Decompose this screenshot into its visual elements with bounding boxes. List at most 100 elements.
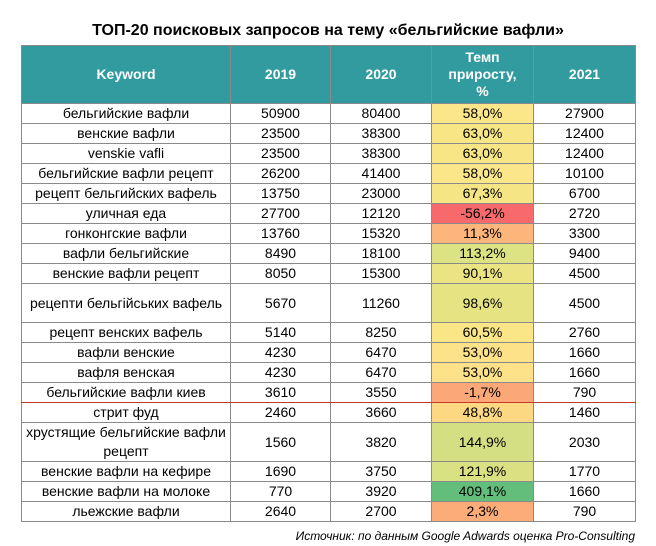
value-2019-cell: 13750: [230, 183, 331, 204]
table-row: хрустящие бельгийские вафли рецепт 1560 38…: [21, 422, 636, 462]
value-2019-cell: 4230: [230, 362, 331, 383]
value-2021-cell: 12400: [533, 143, 636, 164]
keyword-cell: рецепт бельгийских вафель: [21, 183, 231, 204]
value-2021-cell: 1460: [533, 402, 636, 423]
table-row: венские вафли на молоке 770 3920 409,1% 1660: [21, 481, 636, 502]
value-2021-cell: 10100: [533, 163, 636, 184]
value-2019-cell: 3610: [230, 382, 331, 403]
growth-rate-cell: 53,0%: [431, 362, 534, 383]
keyword-cell: венские вафли на кефире: [21, 461, 231, 482]
table-row: вафли бельгийские 8490 18100 113,2% 9400: [21, 243, 636, 264]
value-2019-cell: 1560: [230, 422, 331, 462]
table-row: рецепти бельгійських вафель 5670 11260 98,6…: [21, 283, 636, 323]
table-row: уличная еда 27700 12120 -56,2% 2720: [21, 203, 636, 224]
value-2020-cell: 3660: [330, 402, 432, 423]
keyword-cell: венские вафли на молоке: [21, 481, 231, 502]
table-title: ТОП-20 поисковых запросов на тему «бельг…: [92, 22, 564, 39]
table-row: бельгийские вафли рецепт 26200 41400 58,0% 1…: [21, 163, 636, 184]
value-2021-cell: 3300: [533, 223, 636, 244]
value-2021-cell: 1660: [533, 481, 636, 502]
table-row: бельгийские вафли 50900 80400 58,0% 27900: [21, 103, 636, 124]
value-2021-cell: 2720: [533, 203, 636, 224]
value-2019-cell: 8490: [230, 243, 331, 264]
value-2019-cell: 8050: [230, 263, 331, 284]
growth-rate-cell: 63,0%: [431, 143, 534, 164]
keyword-cell: рецепт венских вафель: [21, 322, 231, 343]
table-row: венские вафли на кефире 1690 3750 121,9% 177…: [21, 461, 636, 482]
table-row: стрит фуд 2460 3660 48,8% 1460: [21, 402, 636, 423]
growth-rate-header-text: Темп приросту, %: [448, 49, 517, 99]
growth-rate-cell: 48,8%: [431, 402, 534, 423]
growth-rate-cell: 90,1%: [431, 263, 534, 284]
value-2020-cell: 23000: [330, 183, 432, 204]
value-2021-cell: 9400: [533, 243, 636, 264]
value-2020-cell: 18100: [330, 243, 432, 264]
value-2021-cell: 1770: [533, 461, 636, 482]
growth-rate-cell: 67,3%: [431, 183, 534, 204]
growth-rate-cell: 113,2%: [431, 243, 534, 264]
growth-rate-cell: 53,0%: [431, 342, 534, 363]
value-2021-cell: 2760: [533, 322, 636, 343]
column-header-keyword: Keyword: [21, 45, 231, 104]
value-2019-cell: 50900: [230, 103, 331, 124]
keyword-cell: гонконгские вафли: [21, 223, 231, 244]
growth-rate-cell: 98,6%: [431, 283, 534, 323]
column-header-2020: 2020: [330, 45, 432, 104]
keyword-cell: венские вафли рецепт: [21, 263, 231, 284]
keyword-cell: стрит фуд: [21, 402, 231, 423]
growth-rate-cell: 58,0%: [431, 103, 534, 124]
value-2020-cell: 15320: [330, 223, 432, 244]
value-2020-cell: 41400: [330, 163, 432, 184]
keyword-cell: вафля венская: [21, 362, 231, 383]
value-2021-cell: 6700: [533, 183, 636, 204]
growth-rate-cell: 121,9%: [431, 461, 534, 482]
keyword-cell: уличная еда: [21, 203, 231, 224]
value-2021-cell: 2030: [533, 422, 636, 462]
table-row: рецепт венских вафель 5140 8250 60,5% 2760: [21, 322, 636, 343]
source-note: Источник: по данным Google Adwards оценк…: [295, 529, 635, 543]
value-2019-cell: 27700: [230, 203, 331, 224]
table-row: льежские вафли 2640 2700 2,3% 790: [21, 501, 636, 522]
value-2020-cell: 80400: [330, 103, 432, 124]
keyword-cell: льежские вафли: [21, 501, 231, 522]
value-2019-cell: 23500: [230, 123, 331, 144]
value-2019-cell: 5140: [230, 322, 331, 343]
keyword-cell: venskie vafli: [21, 143, 231, 164]
column-header-growth-rate: Темп приросту, %: [431, 45, 534, 104]
growth-rate-cell: 409,1%: [431, 481, 534, 502]
value-2020-cell: 8250: [330, 322, 432, 343]
value-2020-cell: 12120: [330, 203, 432, 224]
table-row: venskie vafli 23500 38300 63,0% 12400: [21, 143, 636, 164]
growth-rate-cell: 63,0%: [431, 123, 534, 144]
column-header-2021: 2021: [533, 45, 636, 104]
growth-rate-cell: -1,7%: [431, 382, 534, 403]
value-2019-cell: 13760: [230, 223, 331, 244]
keyword-cell: бельгийские вафли рецепт: [21, 163, 231, 184]
value-2021-cell: 1660: [533, 362, 636, 383]
value-2020-cell: 38300: [330, 123, 432, 144]
value-2019-cell: 26200: [230, 163, 331, 184]
keyword-cell: венские вафли: [21, 123, 231, 144]
value-2020-cell: 15300: [330, 263, 432, 284]
value-2019-cell: 4230: [230, 342, 331, 363]
table-row: гонконгские вафли 13760 15320 11,3% 3300: [21, 223, 636, 244]
keyword-cell: вафли венские: [21, 342, 231, 363]
growth-rate-cell: -56,2%: [431, 203, 534, 224]
value-2020-cell: 3550: [330, 382, 432, 403]
keyword-cell: вафли бельгийские: [21, 243, 231, 264]
value-2021-cell: 790: [533, 501, 636, 522]
growth-rate-cell: 2,3%: [431, 501, 534, 522]
header-row: Keyword 2019 2020 Темп приросту, % 2021: [21, 45, 636, 104]
table-row: рецепт бельгийских вафель 13750 23000 67,3%…: [21, 183, 636, 204]
value-2021-cell: 12400: [533, 123, 636, 144]
table-row: вафля венская 4230 6470 53,0% 1660: [21, 362, 636, 383]
value-2020-cell: 6470: [330, 362, 432, 383]
keywords-table: Keyword 2019 2020 Темп приросту, % 2021 …: [21, 45, 636, 522]
value-2021-cell: 4500: [533, 263, 636, 284]
value-2020-cell: 3820: [330, 422, 432, 462]
value-2020-cell: 6470: [330, 342, 432, 363]
value-2019-cell: 1690: [230, 461, 331, 482]
growth-rate-cell: 144,9%: [431, 422, 534, 462]
value-2021-cell: 27900: [533, 103, 636, 124]
value-2019-cell: 770: [230, 481, 331, 502]
